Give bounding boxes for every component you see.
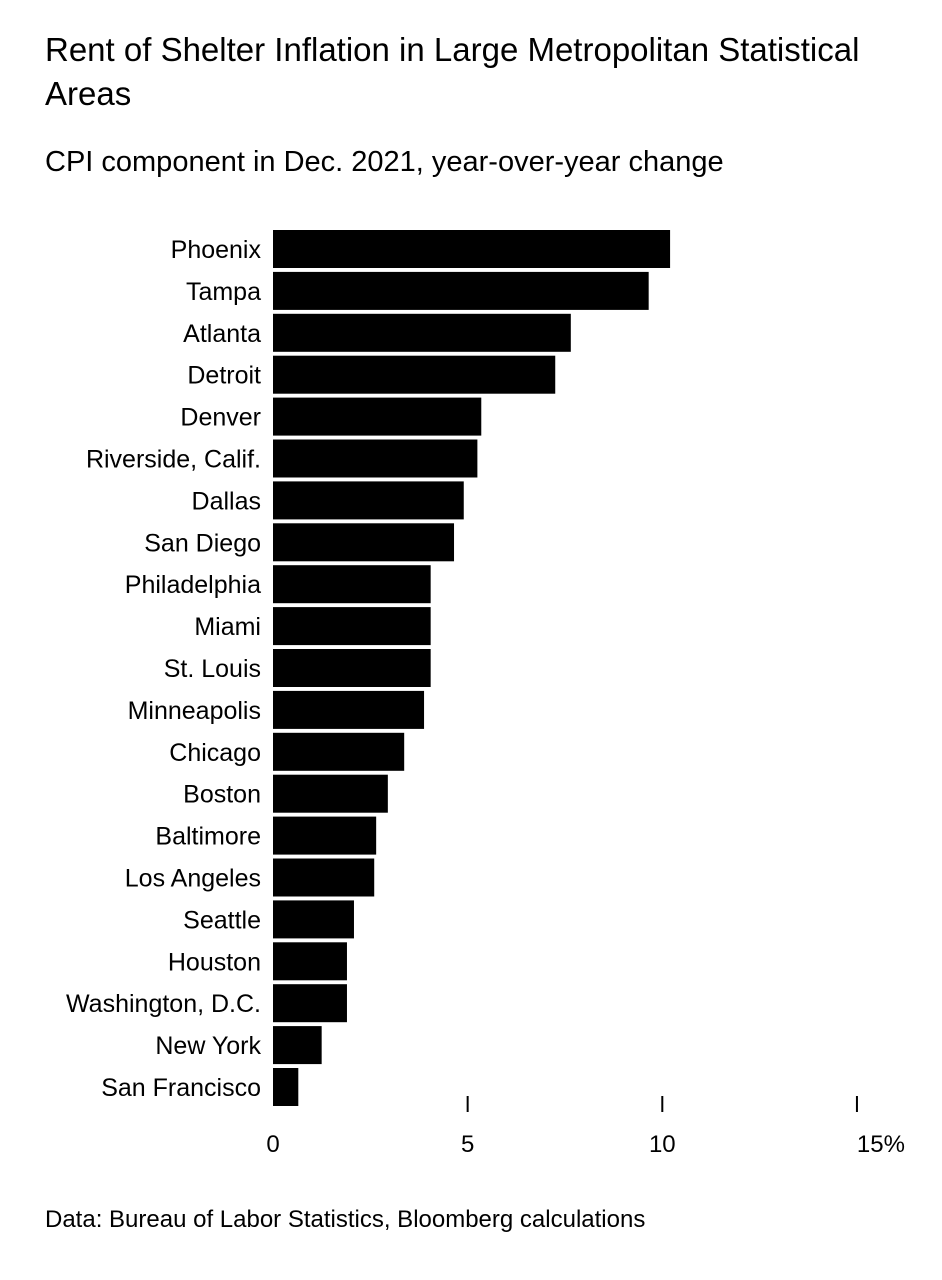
x-axis-tick-labels-group: 0 5 10 15% [266, 1131, 905, 1158]
category-label-washington-d-c: Washington, D.C. [66, 990, 261, 1018]
category-label-atlanta: Atlanta [183, 320, 261, 348]
category-label-detroit: Detroit [187, 362, 261, 390]
bar-denver [273, 397, 482, 436]
category-label-seattle: Seattle [183, 906, 261, 934]
bar-philadelphia [273, 565, 431, 604]
bar-st-louis [273, 649, 431, 687]
bar-boston [273, 774, 388, 813]
bar-new-york [273, 1026, 322, 1065]
bar-houston [273, 942, 347, 981]
category-label-miami: Miami [194, 613, 261, 641]
category-label-chicago: Chicago [169, 739, 261, 767]
bar-washington-d-c [273, 984, 347, 1023]
source-note: Data: Bureau of Labor Statistics, Bloomb… [45, 1206, 646, 1233]
category-label-tampa: Tampa [186, 278, 261, 306]
bar-phoenix [273, 230, 671, 268]
category-label-baltimore: Baltimore [155, 823, 261, 851]
bar-riverside-calif [273, 439, 478, 478]
category-label-dallas: Dallas [192, 487, 261, 515]
category-label-san-francisco: San Francisco [101, 1074, 261, 1102]
category-label-denver: Denver [180, 404, 261, 432]
bars-group [273, 230, 671, 1106]
category-label-san-diego: San Diego [144, 529, 261, 557]
category-label-new-york: New York [155, 1032, 261, 1060]
bar-minneapolis [273, 690, 425, 729]
bar-baltimore [273, 816, 377, 855]
bar-miami [273, 607, 431, 646]
x-tick-label-15: 15% [857, 1131, 905, 1158]
category-label-minneapolis: Minneapolis [128, 697, 261, 725]
category-label-houston: Houston [168, 948, 261, 976]
bar-los-angeles [273, 858, 375, 897]
bar-seattle [273, 900, 354, 939]
category-labels-group: Phoenix Tampa Atlanta Detroit Denver Riversid… [66, 236, 261, 1102]
bar-chicago [273, 732, 405, 771]
category-label-boston: Boston [183, 781, 261, 809]
category-label-st-louis: St. Louis [164, 655, 261, 683]
chart-subtitle: CPI component in Dec. 2021, year-over-ye… [45, 146, 724, 178]
x-tick-label-10: 10 [649, 1131, 676, 1158]
bar-chart: Phoenix Tampa Atlanta Detroit Denver Riversid… [66, 230, 905, 1158]
x-tick-label-5: 5 [461, 1131, 474, 1158]
bar-san-francisco [273, 1068, 299, 1106]
bar-atlanta [273, 313, 571, 352]
category-label-philadelphia: Philadelphia [125, 571, 261, 599]
category-label-los-angeles: Los Angeles [125, 865, 261, 893]
category-label-riverside-calif: Riverside, Calif. [86, 446, 261, 474]
chart-title: Rent of Shelter Inflation in Large Metro… [45, 31, 860, 112]
category-label-phoenix: Phoenix [171, 236, 262, 264]
bar-detroit [273, 355, 556, 394]
bar-tampa [273, 271, 649, 310]
bar-san-diego [273, 523, 455, 562]
x-tick-label-0: 0 [266, 1131, 279, 1158]
bar-dallas [273, 481, 464, 520]
x-axis-ticks-group [466, 1096, 858, 1112]
